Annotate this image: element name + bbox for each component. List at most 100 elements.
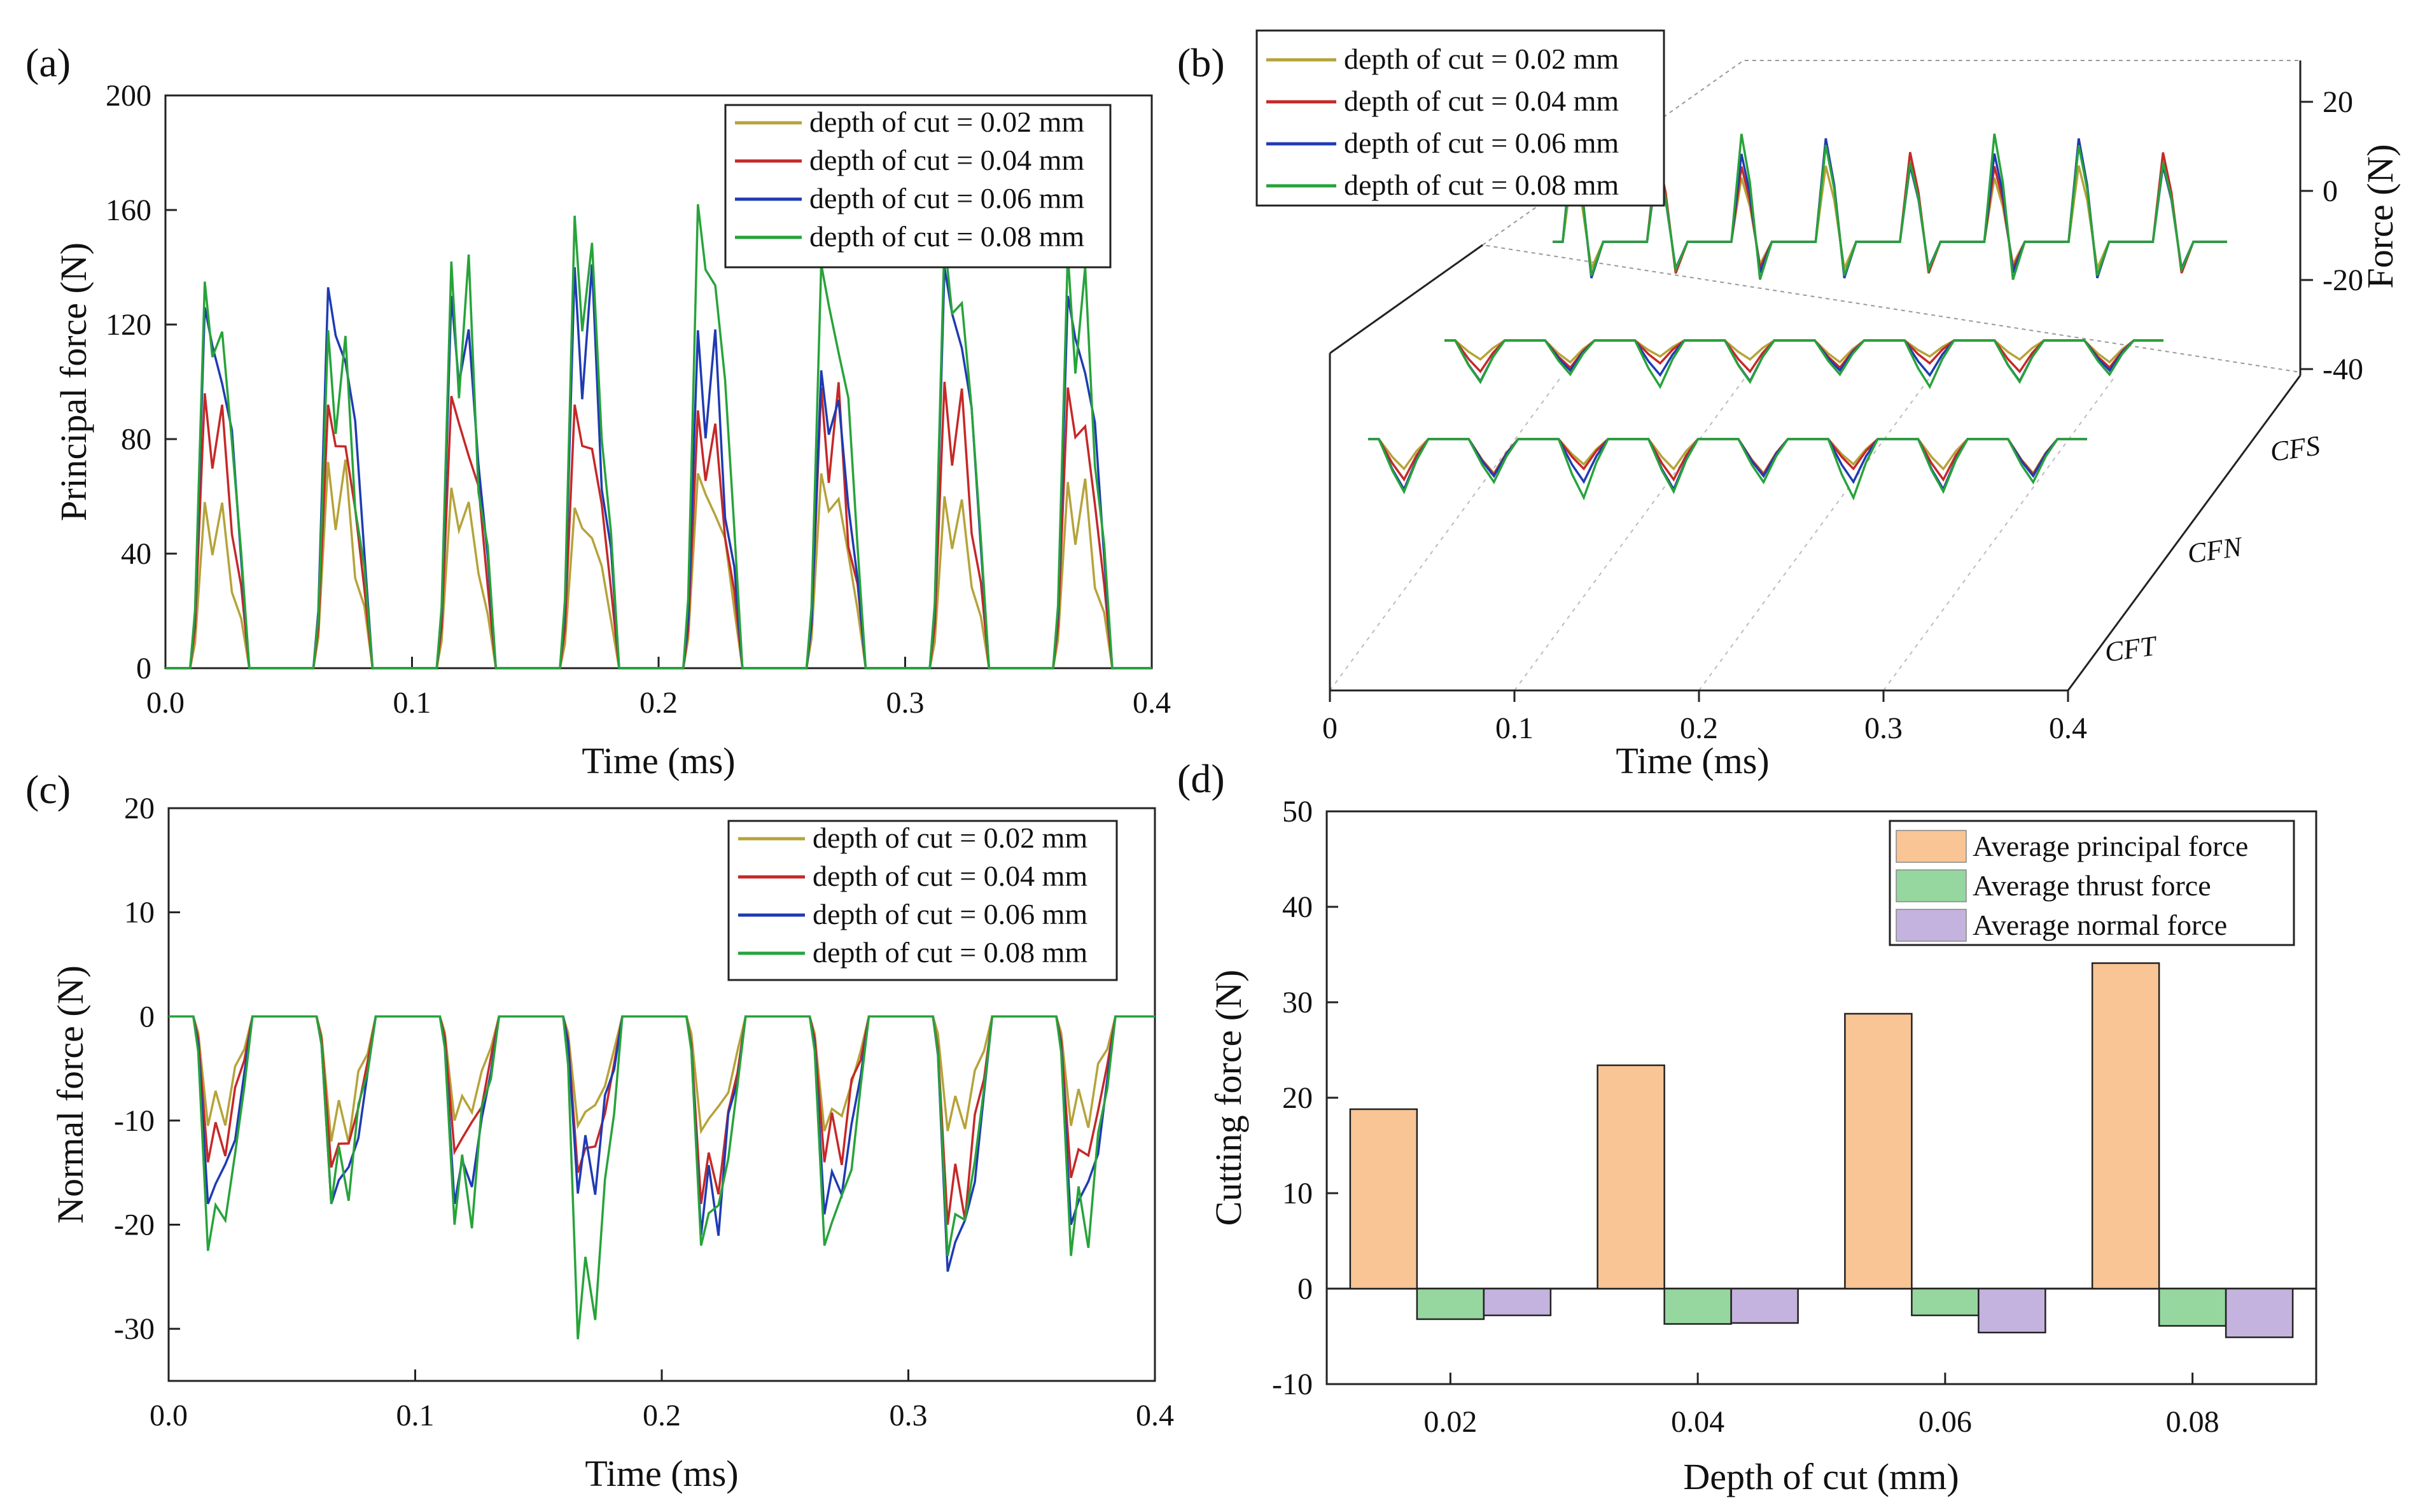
panel-d-ticks: -10 0 10 20 30 40 50 0.02 0.04 0.06 0.08 bbox=[1272, 795, 2316, 1439]
panel-b-depth-axis-line bbox=[2067, 375, 2302, 691]
legend-label-3: Average normal force bbox=[1973, 909, 2227, 941]
panel-a-legend-box bbox=[724, 104, 1112, 269]
panel-a-series-lines bbox=[165, 204, 1152, 669]
panel-b-left-depth-line bbox=[1329, 244, 1483, 354]
panel-d-legend: Average principal force Average thrust fo… bbox=[1889, 820, 2295, 946]
legend-label-1: Average principal force bbox=[1973, 830, 2248, 862]
z-tick-label: 20 bbox=[2323, 85, 2353, 119]
panel-d-y-axis-label: Cutting force (N) bbox=[1208, 970, 1249, 1226]
y-tick-label: -20 bbox=[114, 1208, 155, 1242]
y-tick-label: -10 bbox=[1272, 1368, 1313, 1401]
bar-2-0.06 bbox=[1911, 1287, 1980, 1317]
legend-label-1: depth of cut = 0.02 mm bbox=[813, 822, 1087, 854]
legend-label-3: depth of cut = 0.06 mm bbox=[809, 182, 1084, 214]
bar-2-0.08 bbox=[2158, 1287, 2227, 1327]
panel-b-category-cft: CFT bbox=[2103, 630, 2160, 668]
panel-b-legend: depth of cut = 0.02 mm depth of cut = 0.0… bbox=[1255, 29, 1665, 207]
panel-label-c: (c) bbox=[25, 767, 71, 812]
panel-label-a: (a) bbox=[25, 40, 71, 85]
legend-swatch-2 bbox=[1896, 869, 1967, 902]
panel-label-d: (d) bbox=[1177, 756, 1225, 801]
y-tick-label: 0 bbox=[136, 652, 151, 685]
x-tick-label: 0.08 bbox=[2166, 1405, 2219, 1439]
y-tick-label: 160 bbox=[106, 193, 151, 227]
series-line-4 bbox=[169, 1015, 1155, 1340]
panel-c-ticks: 0.0 0.1 0.2 0.3 0.4 20 10 0 -10 -20 -30 bbox=[114, 792, 1174, 1432]
x-tick-label: 0.1 bbox=[1495, 711, 1534, 745]
legend-label-2: depth of cut = 0.04 mm bbox=[1344, 85, 1619, 117]
x-tick-label: 0.2 bbox=[1680, 711, 1718, 745]
bar-2-0.04 bbox=[1663, 1287, 1732, 1325]
floor-grid-line bbox=[1883, 375, 2116, 691]
floor-grid-line bbox=[1698, 375, 1932, 691]
y-tick-label: 40 bbox=[1282, 890, 1313, 924]
legend-swatch-1 bbox=[1896, 830, 1967, 863]
x-tick-label: 0.1 bbox=[393, 686, 431, 720]
x-tick-label: 0.04 bbox=[1671, 1405, 1724, 1439]
panel-b-ticks: 0 0.1 0.2 0.3 0.4 20 0 -20 -40 bbox=[1322, 85, 2363, 745]
x-tick-label: 0.3 bbox=[1864, 711, 1903, 745]
series-line-1 bbox=[165, 459, 1152, 669]
panel-c-series-lines bbox=[169, 1015, 1155, 1340]
bar-3-0.02 bbox=[1483, 1287, 1552, 1317]
bar-1-0.04 bbox=[1597, 1064, 1665, 1290]
series-line-3 bbox=[165, 264, 1152, 669]
series-line-4 bbox=[165, 204, 1152, 669]
panel-c-y-axis-label: Normal force (N) bbox=[50, 965, 91, 1224]
waterfall-line-1-1 bbox=[1368, 438, 2087, 475]
waterfall-line-1-4 bbox=[1368, 438, 2087, 501]
z-tick-label: 0 bbox=[2323, 174, 2338, 208]
series-line-3 bbox=[169, 1015, 1155, 1272]
x-tick-label: 0.4 bbox=[1136, 1399, 1174, 1432]
y-tick-label: 120 bbox=[106, 308, 151, 342]
x-tick-label: 0 bbox=[1322, 711, 1338, 745]
x-tick-label: 0.02 bbox=[1423, 1405, 1477, 1439]
y-tick-label: 10 bbox=[1282, 1177, 1313, 1210]
y-tick-label: -30 bbox=[114, 1312, 155, 1346]
legend-label-2: Average thrust force bbox=[1973, 869, 2211, 902]
x-tick-label: 0.2 bbox=[639, 686, 678, 720]
x-tick-label: 0.2 bbox=[643, 1399, 681, 1432]
y-tick-label: 20 bbox=[1282, 1081, 1313, 1115]
panel-b-z-axis-label: Force (N) bbox=[2359, 144, 2401, 288]
series-line-2 bbox=[165, 381, 1152, 669]
bar-3-0.06 bbox=[1978, 1287, 2046, 1334]
floor-grid-line bbox=[1329, 375, 1563, 691]
y-tick-label: 0 bbox=[139, 1000, 155, 1033]
panel-d-x-axis-label: Depth of cut (mm) bbox=[1683, 1456, 1959, 1497]
y-tick-label: 40 bbox=[121, 537, 151, 571]
legend-label-1: depth of cut = 0.02 mm bbox=[1344, 43, 1619, 75]
z-tick-label: -20 bbox=[2323, 263, 2363, 297]
x-tick-label: 0.1 bbox=[396, 1399, 435, 1432]
y-tick-label: 20 bbox=[124, 792, 155, 825]
panel-b-3d-waterfall: 0 0.1 0.2 0.3 0.4 20 0 -20 -40 CFS CFN CFT Time … bbox=[1255, 29, 2401, 781]
waterfall-line-2-2 bbox=[1444, 339, 2163, 374]
floor-grid-line bbox=[1514, 375, 1747, 691]
waterfall-line-1-2 bbox=[1368, 438, 2087, 482]
panel-a-legend: depth of cut = 0.02 mm depth of cut = 0.0… bbox=[724, 104, 1112, 269]
legend-label-3: depth of cut = 0.06 mm bbox=[1344, 127, 1619, 159]
legend-label-4: depth of cut = 0.08 mm bbox=[1344, 169, 1619, 201]
waterfall-line-1-3 bbox=[1368, 438, 2087, 492]
legend-label-4: depth of cut = 0.08 mm bbox=[813, 936, 1087, 969]
bar-1-0.08 bbox=[2091, 962, 2160, 1290]
panel-b-category-cfn: CFN bbox=[2186, 531, 2246, 570]
series-line-2 bbox=[169, 1015, 1155, 1225]
x-tick-label: 0.06 bbox=[1918, 1405, 1972, 1439]
x-tick-label: 0.4 bbox=[1133, 686, 1171, 720]
panel-c-legend: depth of cut = 0.02 mm depth of cut = 0.0… bbox=[727, 820, 1118, 981]
panel-b-category-cfs: CFS bbox=[2268, 430, 2322, 467]
y-tick-label: 10 bbox=[124, 896, 155, 930]
panel-a-x-axis-label: Time (ms) bbox=[582, 740, 735, 781]
legend-label-4: depth of cut = 0.08 mm bbox=[809, 220, 1084, 253]
bar-3-0.08 bbox=[2225, 1287, 2294, 1338]
panel-a-ticks: 0.0 0.1 0.2 0.3 0.4 0 40 80 120 160 200 bbox=[106, 79, 1171, 720]
y-tick-label: 200 bbox=[106, 79, 151, 113]
waterfall-line-2-4 bbox=[1444, 339, 2163, 389]
bar-2-0.02 bbox=[1416, 1287, 1485, 1320]
y-tick-label: 50 bbox=[1282, 795, 1313, 829]
y-tick-label: 30 bbox=[1282, 986, 1313, 1019]
